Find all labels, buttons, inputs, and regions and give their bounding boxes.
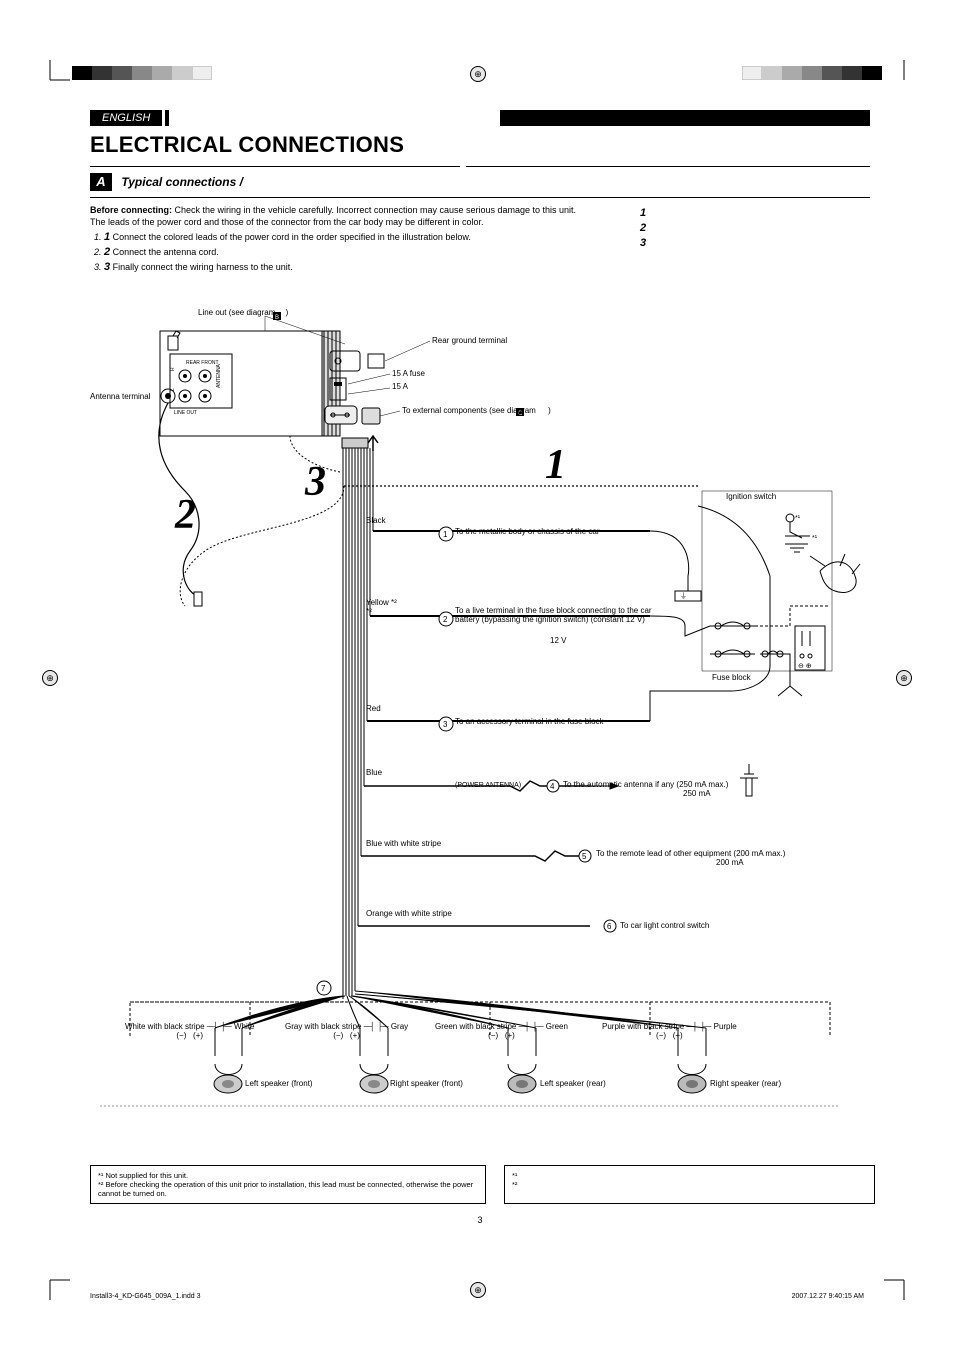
svg-text:⊖ ⊕: ⊖ ⊕	[798, 663, 812, 670]
svg-text:LINE OUT: LINE OUT	[174, 410, 197, 416]
wire-black-dest: To the metallic body or chassis of the c…	[455, 527, 600, 536]
wire-blue-tag: (POWER ANTENNA)	[455, 782, 521, 789]
section-header: A Typical connections /	[90, 169, 870, 195]
registration-right: ⊕	[896, 670, 912, 686]
svg-text:2: 2	[443, 615, 448, 624]
content-area: ENGLISH ELECTRICAL CONNECTIONS A Typical…	[90, 110, 870, 1116]
intro-bold: Before connecting:	[90, 205, 172, 215]
svg-text:1: 1	[443, 530, 448, 539]
colorbar-tl	[72, 66, 212, 80]
crop-tr	[874, 50, 904, 80]
svg-text:*¹: *¹	[795, 515, 801, 522]
page: ⊕ ⊕ ⊕ ⊕ ENGLISH ELECTRICAL CONNECTIONS A…	[0, 0, 954, 1350]
intro-line2: The leads of the power cord and those of…	[90, 217, 484, 227]
crop-br	[874, 1280, 904, 1310]
page-title: ELECTRICAL CONNECTIONS	[90, 132, 870, 158]
step-3: Finally connect the wiring harness to th…	[113, 262, 293, 272]
label-antenna-terminal: Antenna terminal	[90, 392, 150, 402]
spk-name-4: Right speaker (rear)	[710, 1079, 781, 1089]
label-external: To external components (see diagram )	[402, 406, 551, 416]
wire-blue-dest: To the automatic antenna if any (250 mA …	[563, 780, 728, 798]
footnote-right: *¹ *²	[504, 1165, 875, 1204]
steps-right: 1 2 3	[640, 207, 870, 249]
svg-text:L: L	[170, 388, 176, 391]
svg-text:*¹: *¹	[812, 535, 818, 542]
label-rear-ground: Rear ground terminal	[432, 336, 507, 346]
wire-red-dest: To an accessory terminal in the fuse blo…	[455, 717, 604, 726]
label-ignition: Ignition switch	[726, 492, 776, 502]
svg-text:ANTENNA: ANTENNA	[216, 364, 222, 389]
wire-orange: Orange with white stripe	[366, 909, 452, 918]
label-15a-fuse: 15 A fuse	[392, 369, 425, 379]
svg-text:REAR FRONT: REAR FRONT	[186, 360, 219, 366]
language-tab: ENGLISH	[90, 110, 162, 126]
wire-blue: Blue	[366, 768, 382, 777]
crop-tl	[50, 50, 80, 80]
spk-name-3: Left speaker (rear)	[540, 1079, 606, 1089]
intro-lead: Check the wiring in the vehicle carefull…	[172, 205, 576, 215]
registration-left: ⊕	[42, 670, 58, 686]
svg-text:7: 7	[321, 984, 326, 993]
crop-bl	[50, 1280, 80, 1310]
wire-orange-dest: To car light control switch	[620, 921, 709, 930]
intro-text: Before connecting: Check the wiring in t…	[90, 204, 610, 228]
wire-yellow-v: 12 V	[550, 636, 566, 645]
registration-top: ⊕	[470, 66, 486, 82]
step-1: Connect the colored leads of the power c…	[113, 232, 471, 242]
colorbar-tr	[742, 66, 882, 80]
header-bar: ENGLISH	[90, 110, 870, 126]
footer-right: 2007.12.27 9:40:15 AM	[792, 1293, 864, 1300]
speaker-4: Purple with black stripe ─┤ ├─ Purple (−…	[602, 1022, 737, 1040]
wire-bluews: Blue with white stripe	[366, 839, 441, 848]
page-number: 3	[90, 1215, 870, 1225]
registration-bottom: ⊕	[470, 1282, 486, 1298]
step-2: Connect the antenna cord.	[113, 247, 219, 257]
footer-left: Install3-4_KD-G645_009A_1.indd 3	[90, 1293, 201, 1300]
speaker-1: White with black stripe ─┤ ├─ White (−) …	[125, 1022, 254, 1040]
wiring-diagram: REAR FRONT LINE OUT R L ANTENNA	[90, 296, 870, 1116]
section-letter: A	[90, 173, 112, 191]
svg-text:3: 3	[443, 720, 448, 729]
svg-text:4: 4	[550, 782, 555, 791]
big-3: 3	[305, 458, 326, 506]
spk-name-2: Right speaker (front)	[390, 1079, 463, 1089]
speaker-2: Gray with black stripe ─┤ ├─ Gray (−) (+…	[285, 1022, 408, 1040]
section-title: Typical connections /	[121, 175, 243, 189]
footnote-left: *¹ Not supplied for this unit. *² Before…	[90, 1165, 486, 1204]
spk-name-1: Left speaker (front)	[245, 1079, 313, 1089]
label-fuseblock: Fuse block	[712, 673, 751, 683]
big-2: 2	[175, 491, 196, 539]
big-1: 1	[545, 441, 566, 489]
footnotes: *¹ Not supplied for this unit. *² Before…	[90, 1165, 875, 1204]
label-15a: 15 A	[392, 382, 408, 392]
steps-left: 1 Connect the colored leads of the power…	[90, 231, 610, 273]
svg-text:⏚: ⏚	[680, 592, 687, 600]
wire-bluews-dest: To the remote lead of other equipment (2…	[596, 849, 785, 867]
wire-red: Red	[366, 704, 381, 713]
wire-yellow: Yellow *²*²	[366, 598, 397, 616]
wire-black: Black	[366, 516, 386, 525]
svg-text:5: 5	[582, 852, 587, 861]
speaker-3: Green with black stripe ─┤ ├─ Green (−) …	[435, 1022, 568, 1040]
svg-text:6: 6	[607, 922, 612, 931]
wire-yellow-dest: To a live terminal in the fuse block con…	[455, 606, 655, 624]
svg-text:R: R	[170, 367, 176, 371]
label-lineout: Line out (see diagram )	[198, 308, 288, 318]
